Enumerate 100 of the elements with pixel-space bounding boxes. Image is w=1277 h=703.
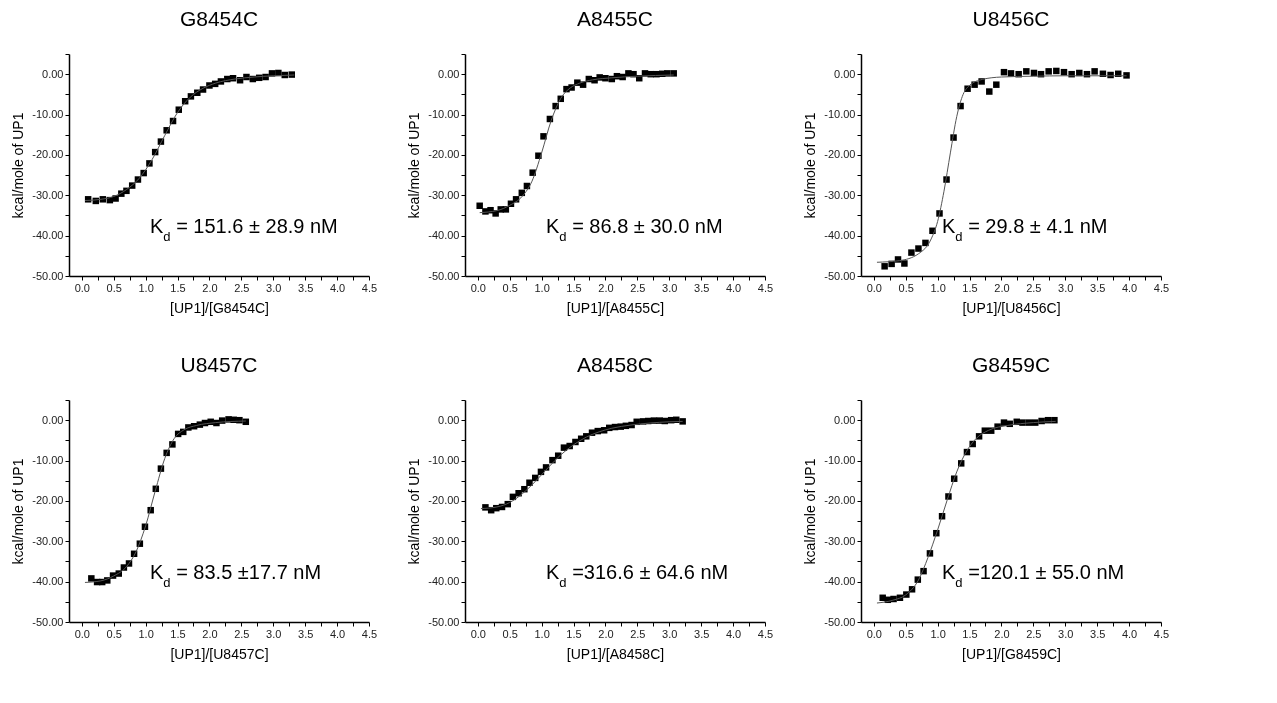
- x-tick-label: 2.0: [598, 281, 614, 294]
- x-tick-label: 1.5: [962, 627, 978, 640]
- y-tick-label: -40.00: [428, 575, 460, 588]
- x-tick-label: 3.5: [694, 627, 710, 640]
- x-tick-label: 2.0: [598, 627, 614, 640]
- y-tick-label: -20.00: [428, 494, 460, 507]
- x-axis-title: [UP1]/[A8458C]: [566, 645, 665, 662]
- y-axis-title: kcal/mole of UP1: [10, 112, 27, 219]
- x-tick-label: 0.5: [106, 627, 122, 640]
- y-axis-title: kcal/mole of UP1: [10, 458, 27, 565]
- y-tick-label: -10.00: [32, 108, 64, 121]
- x-tick-label: 2.0: [202, 281, 218, 294]
- y-axis-title: kcal/mole of UP1: [802, 112, 819, 219]
- x-tick-label: 1.5: [566, 627, 582, 640]
- y-tick-label: -20.00: [32, 148, 64, 161]
- x-tick-label: 3.0: [1058, 627, 1074, 640]
- x-tick-label: 1.0: [930, 281, 946, 294]
- x-tick-label: 1.5: [170, 281, 186, 294]
- y-tick-label: -40.00: [824, 229, 856, 242]
- y-tick-label: 0.00: [834, 413, 856, 426]
- annotation: K$_{d}$ = 83.5 ±17.7 nM: [150, 561, 322, 590]
- y-tick-label: 0.00: [438, 67, 460, 80]
- point: [1045, 68, 1052, 75]
- y-tick-label: -30.00: [428, 188, 460, 201]
- y-tick-label: 0.00: [42, 67, 64, 80]
- chart-title: A8455C: [577, 7, 653, 30]
- x-tick-label: 0.5: [502, 627, 518, 640]
- x-tick-label: 0.0: [866, 627, 882, 640]
- x-tick-label: 2.5: [1026, 627, 1042, 640]
- point: [986, 88, 993, 95]
- x-tick-label: 3.0: [266, 281, 282, 294]
- x-tick-label: 0.5: [502, 281, 518, 294]
- y-tick-label: -30.00: [824, 534, 856, 547]
- point: [1053, 67, 1060, 75]
- x-tick-label: 3.0: [662, 627, 678, 640]
- x-tick-label: 4.0: [329, 281, 346, 294]
- y-tick-label: 0.00: [834, 67, 856, 80]
- y-tick-label: -50.00: [824, 615, 856, 628]
- y-tick-label: -10.00: [32, 454, 64, 467]
- y-axis-title: kcal/mole of UP1: [406, 112, 423, 219]
- annotation: K$_{d}$ = 151.6 ± 28.9 nM: [150, 215, 338, 244]
- y-tick-label: -20.00: [428, 148, 460, 161]
- x-tick-label: 1.5: [962, 281, 978, 294]
- x-tick-label: 1.0: [138, 627, 154, 640]
- x-tick-label: 4.5: [757, 627, 774, 640]
- x-tick-label: 4.5: [361, 281, 378, 294]
- chart-title: U8457C: [180, 353, 258, 376]
- y-tick-label: -50.00: [824, 269, 856, 282]
- x-tick-label: 2.5: [630, 627, 646, 640]
- point: [915, 245, 922, 252]
- y-axis-title: kcal/mole of UP1: [406, 458, 423, 565]
- y-tick-label: -50.00: [32, 615, 64, 628]
- x-tick-label: 2.5: [630, 281, 646, 294]
- x-tick-label: 4.5: [1153, 627, 1170, 640]
- x-tick-label: 3.5: [298, 281, 314, 294]
- x-tick-label: 4.0: [725, 281, 742, 294]
- y-tick-label: -10.00: [428, 454, 460, 467]
- annotation: K$_{d}$ = 86.8 ± 30.0 nM: [546, 215, 723, 244]
- x-tick-label: 2.5: [234, 281, 250, 294]
- x-tick-label: 1.0: [534, 281, 550, 294]
- y-tick-label: -10.00: [824, 108, 856, 121]
- x-tick-label: 4.0: [725, 627, 742, 640]
- x-tick-label: 2.0: [202, 627, 218, 640]
- x-tick-label: 1.0: [930, 627, 946, 640]
- x-tick-label: 2.5: [234, 627, 250, 640]
- point: [879, 594, 886, 602]
- annotation: K$_{d}$ =120.1 ± 55.0 nM: [942, 561, 1125, 590]
- y-tick-label: -30.00: [32, 534, 64, 547]
- x-tick-label: 3.5: [1090, 281, 1106, 294]
- point: [679, 418, 686, 425]
- chart-title: G8454C: [179, 7, 259, 30]
- annotation: K$_{d}$ = 29.8 ± 4.1 nM: [942, 215, 1108, 244]
- point: [1123, 72, 1130, 79]
- x-tick-label: 0.0: [74, 627, 90, 640]
- x-tick-label: 4.0: [1121, 627, 1138, 640]
- y-tick-label: -20.00: [32, 494, 64, 507]
- x-tick-label: 4.5: [1153, 281, 1170, 294]
- x-tick-label: 3.5: [694, 281, 710, 294]
- x-tick-label: 1.0: [534, 627, 550, 640]
- point: [1091, 68, 1098, 75]
- annotation: K$_{d}$ =316.6 ± 64.6 nM: [546, 561, 729, 590]
- chart-title: U8456C: [972, 7, 1050, 30]
- x-tick-label: 0.0: [470, 627, 486, 640]
- x-axis-title: [UP1]/[G8454C]: [170, 299, 269, 316]
- x-tick-label: 2.0: [994, 281, 1010, 294]
- x-tick-label: 3.0: [266, 627, 282, 640]
- x-tick-label: 3.0: [662, 281, 678, 294]
- x-tick-label: 1.5: [566, 281, 582, 294]
- y-tick-label: -10.00: [824, 454, 856, 467]
- x-tick-label: 4.0: [329, 627, 346, 640]
- point: [901, 260, 908, 267]
- point: [881, 263, 888, 270]
- x-tick-label: 4.0: [1121, 281, 1138, 294]
- x-tick-label: 0.5: [898, 281, 914, 294]
- chart-title: A8458C: [577, 353, 653, 376]
- x-axis-title: [UP1]/[U8456C]: [962, 299, 1061, 316]
- y-tick-label: -30.00: [824, 188, 856, 201]
- y-tick-label: -10.00: [428, 108, 460, 121]
- x-axis-title: [UP1]/[A8455C]: [566, 299, 665, 316]
- y-tick-label: -30.00: [428, 534, 460, 547]
